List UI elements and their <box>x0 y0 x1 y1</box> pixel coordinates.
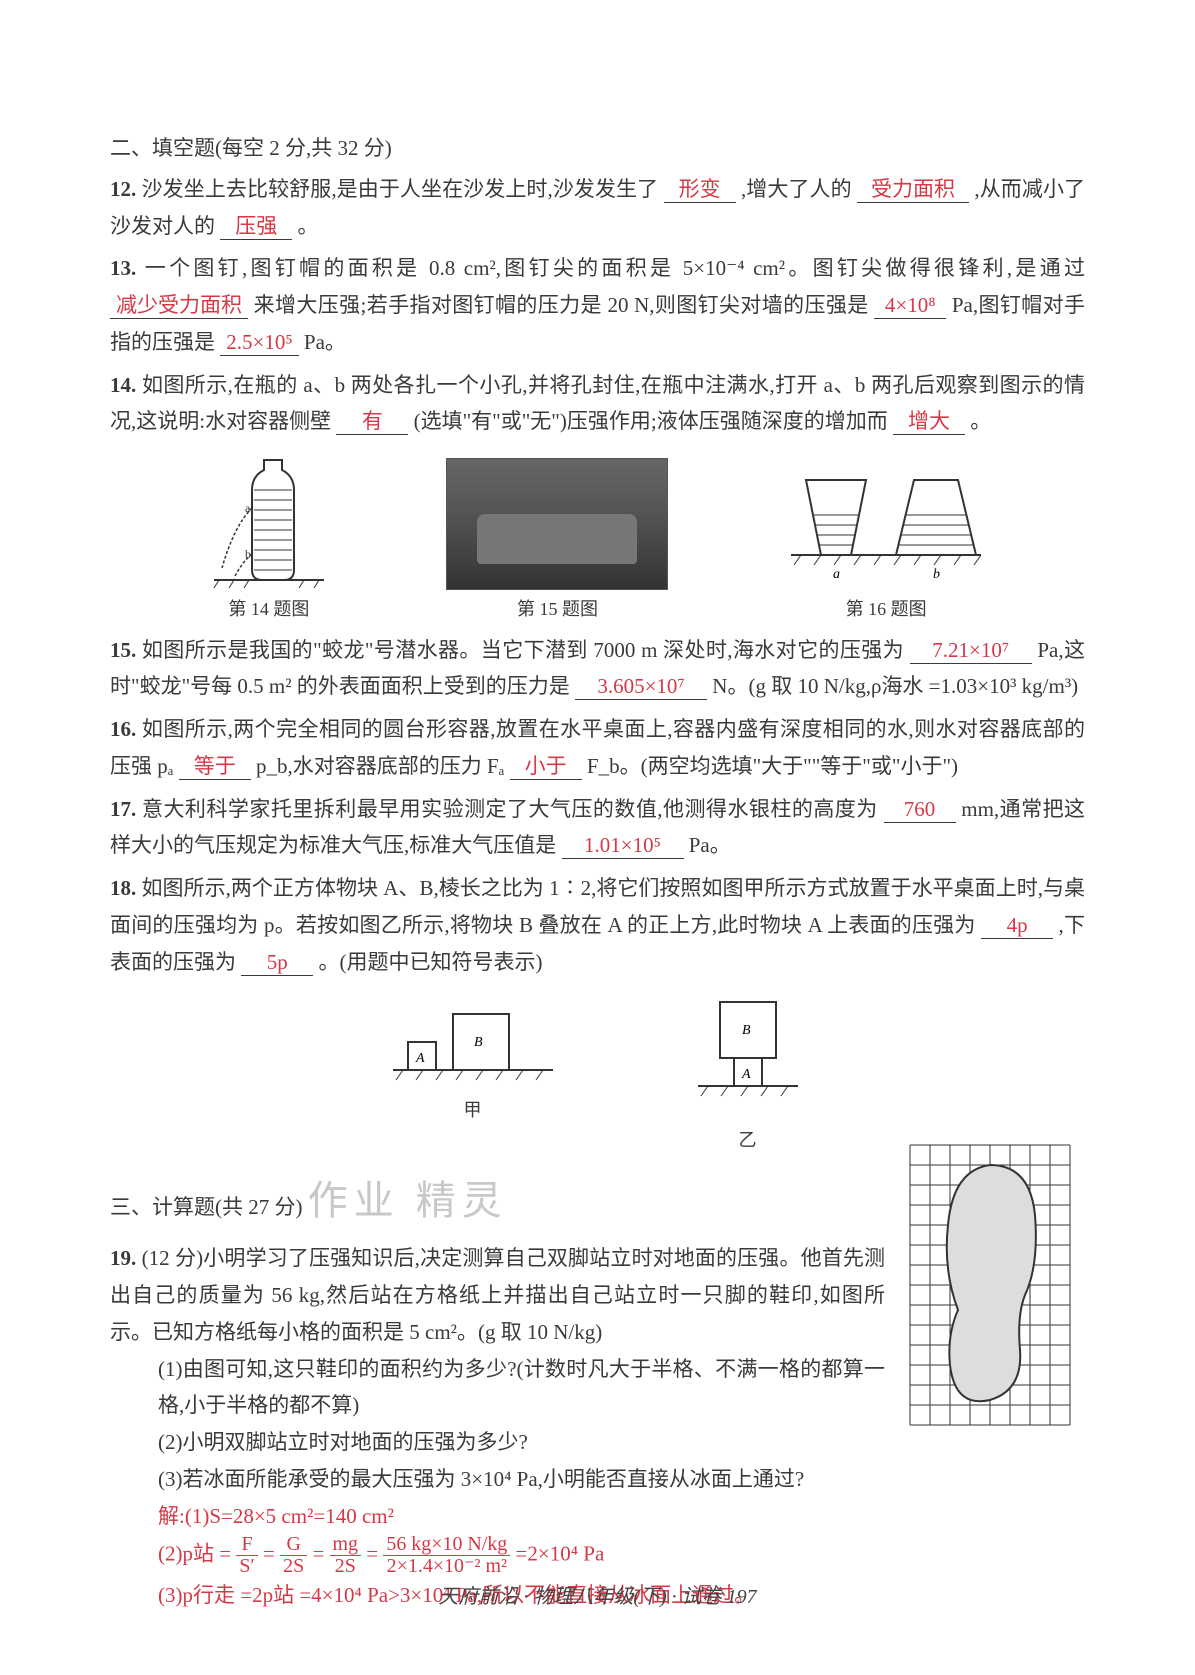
submarine-photo <box>446 458 668 590</box>
question-14: 14. 如图所示,在瓶的 a、b 两处各扎一个小孔,并将孔封住,在瓶中注满水,打… <box>110 367 1085 441</box>
figure-15: 第 15 题图 <box>446 458 668 626</box>
svg-text:b: b <box>933 567 940 582</box>
label-A: A <box>415 1051 425 1066</box>
eq3: = <box>366 1542 378 1566</box>
blocks-yi-icon: B A <box>688 994 808 1114</box>
q13-text-4: Pa。 <box>304 330 346 354</box>
q19-num: 19. <box>110 1246 136 1270</box>
frac3-den: 2S <box>330 1556 361 1577</box>
figure-16: a b 第 16 题图 <box>786 460 986 626</box>
q18-blank-2: 5p <box>241 950 313 976</box>
q16-num: 16. <box>110 717 136 741</box>
q18-text-3: 。(用题中已知符号表示) <box>319 950 543 974</box>
q15-blank-2: 3.605×10⁷ <box>575 674 707 700</box>
fig18-jia-caption: 甲 <box>388 1095 558 1127</box>
q17-blank-1: 760 <box>884 797 956 823</box>
fig15-caption: 第 15 题图 <box>446 594 668 626</box>
q19-p1: (1)由图可知,这只鞋印的面积约为多少?(计数时凡大于半格、不满一格的都算一格,… <box>110 1351 885 1425</box>
q15-num: 15. <box>110 638 136 662</box>
shoe-grid-icon <box>905 1140 1080 1430</box>
frac4-den: 2×1.4×10⁻² m² <box>383 1556 510 1577</box>
q14-blank-2: 增大 <box>893 409 965 435</box>
question-12: 12. 沙发坐上去比较舒服,是由于人坐在沙发上时,沙发发生了 形变 ,增大了人的… <box>110 171 1085 245</box>
q13-blank-1: 减少受力面积 <box>110 293 248 319</box>
fig18-yi-caption: 乙 <box>688 1125 808 1157</box>
figure-14: a b 第 14 题图 <box>209 450 329 626</box>
label-B: B <box>474 1035 483 1050</box>
svg-text:a: a <box>833 567 840 582</box>
blocks-jia-icon: A B <box>388 994 558 1084</box>
footer-page-number: 197 <box>727 1586 757 1608</box>
q18-num: 18. <box>110 876 136 900</box>
q17-num: 17. <box>110 797 136 821</box>
q18-blank-1: 4p <box>981 913 1053 939</box>
figure-row-14-15-16: a b 第 14 题图 第 15 题图 <box>150 450 1045 626</box>
q18-text-1: 如图所示,两个正方体物块 A、B,棱长之比为 1∶2,将它们按照如图甲所示方式放… <box>110 876 1085 937</box>
q19-p3: (3)若冰面所能承受的最大压强为 3×10⁴ Pa,小明能否直接从冰面上通过? <box>110 1461 885 1498</box>
q16-blank-2: 小于 <box>510 754 582 780</box>
question-16: 16. 如图所示,两个完全相同的圆台形容器,放置在水平桌面上,容器内盛有深度相同… <box>110 711 1085 785</box>
containers-icon: a b <box>786 460 986 590</box>
q13-text-2: 来增大压强;若手指对图钉帽的压力是 20 N,则图钉尖对墙的压强是 <box>254 293 869 317</box>
q14-num: 14. <box>110 373 136 397</box>
q19-sol2-pre: (2)p站 = <box>158 1542 231 1566</box>
question-13: 13. 一个图钉,图钉帽的面积是 0.8 cm²,图钉尖的面积是 5×10⁻⁴ … <box>110 250 1085 360</box>
q15-text-3: N。(g 取 10 N/kg,ρ海水 =1.03×10³ kg/m³) <box>712 674 1078 698</box>
watermark-text: 作业 精灵 <box>308 1178 508 1223</box>
section-3-title: 三、计算题(共 27 分) <box>110 1195 303 1219</box>
q16-text-2: p_b,水对容器底部的压力 Fₐ <box>256 754 504 778</box>
page-footer: 天府前沿 · 物理八年级(下) · 试卷 197 <box>0 1580 1195 1615</box>
question-17: 17. 意大利科学家托里拆利最早用实验测定了大气压的数值,他测得水银柱的高度为 … <box>110 791 1085 865</box>
frac4-num: 56 kg×10 N/kg <box>383 1534 510 1556</box>
q15-blank-1: 7.21×10⁷ <box>910 638 1032 664</box>
q13-num: 13. <box>110 256 136 280</box>
q14-text-2: (选填"有"或"无")压强作用;液体压强随深度的增加而 <box>414 409 888 433</box>
question-18: 18. 如图所示,两个正方体物块 A、B,棱长之比为 1∶2,将它们按照如图甲所… <box>110 870 1085 980</box>
frac1-num: F <box>236 1534 257 1556</box>
q17-text-3: Pa。 <box>689 833 731 857</box>
frac1-den: S′ <box>236 1556 257 1577</box>
q12-text-2: ,增大了人的 <box>741 177 852 201</box>
q16-text-3: F_b。(两空均选填"大于""等于"或"小于") <box>587 754 958 778</box>
q12-text-4: 。 <box>298 214 319 238</box>
q12-blank-1: 形变 <box>664 177 736 203</box>
q13-blank-3: 2.5×10⁵ <box>220 330 298 356</box>
svg-text:A: A <box>741 1067 751 1082</box>
question-15: 15. 如图所示是我国的"蛟龙"号潜水器。当它下潜到 7000 m 深处时,海水… <box>110 632 1085 706</box>
q12-text-1: 沙发坐上去比较舒服,是由于人坐在沙发上时,沙发发生了 <box>142 177 659 201</box>
q17-text-1: 意大利科学家托里拆利最早用实验测定了大气压的数值,他测得水银柱的高度为 <box>142 797 878 821</box>
q13-blank-2: 4×10⁸ <box>874 293 946 319</box>
exam-page: 二、填空题(每空 2 分,共 32 分) 12. 沙发坐上去比较舒服,是由于人坐… <box>0 0 1195 1675</box>
figure-18-jia: A B 甲 <box>388 994 558 1156</box>
q12-num: 12. <box>110 177 136 201</box>
frac3-num: mg <box>330 1534 361 1556</box>
q14-blank-1: 有 <box>336 409 408 435</box>
section-2-header: 二、填空题(每空 2 分,共 32 分) <box>110 130 1085 167</box>
q13-text-1: 一个图钉,图钉帽的面积是 0.8 cm²,图钉尖的面积是 5×10⁻⁴ cm²。… <box>145 256 1085 280</box>
q19-p2: (2)小明双脚站立时对地面的压强为多少? <box>110 1424 885 1461</box>
figure-row-18: A B 甲 B A 乙 <box>110 994 1085 1156</box>
q19-sol1: 解:(1)S=28×5 cm²=140 cm² <box>110 1498 885 1535</box>
q19-head: (12 分)小明学习了压强知识后,决定测算自己双脚站立时对地面的压强。他首先测出… <box>110 1246 885 1344</box>
fig16-caption: 第 16 题图 <box>786 594 986 626</box>
q17-blank-2: 1.01×10⁵ <box>562 833 684 859</box>
footprint-grid-figure <box>905 1140 1080 1442</box>
frac2-num: G <box>280 1534 307 1556</box>
svg-text:B: B <box>742 1023 751 1038</box>
fig14-caption: 第 14 题图 <box>209 594 329 626</box>
eq2: = <box>312 1542 324 1566</box>
frac2-den: 2S <box>280 1556 307 1577</box>
bottle-icon: a b <box>209 450 329 590</box>
figure-18-yi: B A 乙 <box>688 994 808 1156</box>
q19-sol2-post: =2×10⁴ Pa <box>516 1542 605 1566</box>
q12-blank-2: 受力面积 <box>857 177 969 203</box>
q15-text-1: 如图所示是我国的"蛟龙"号潜水器。当它下潜到 7000 m 深处时,海水对它的压… <box>142 638 904 662</box>
q12-blank-3: 压强 <box>220 214 292 240</box>
q14-text-3: 。 <box>970 409 991 433</box>
footer-text: 天府前沿 · 物理八年级(下) · 试卷 <box>438 1586 726 1608</box>
svg-text:b: b <box>245 547 251 561</box>
q19-sol2: (2)p站 = FS′ = G2S = mg2S = 56 kg×10 N/kg… <box>110 1534 885 1577</box>
eq1: = <box>263 1542 275 1566</box>
q16-blank-1: 等于 <box>179 754 251 780</box>
